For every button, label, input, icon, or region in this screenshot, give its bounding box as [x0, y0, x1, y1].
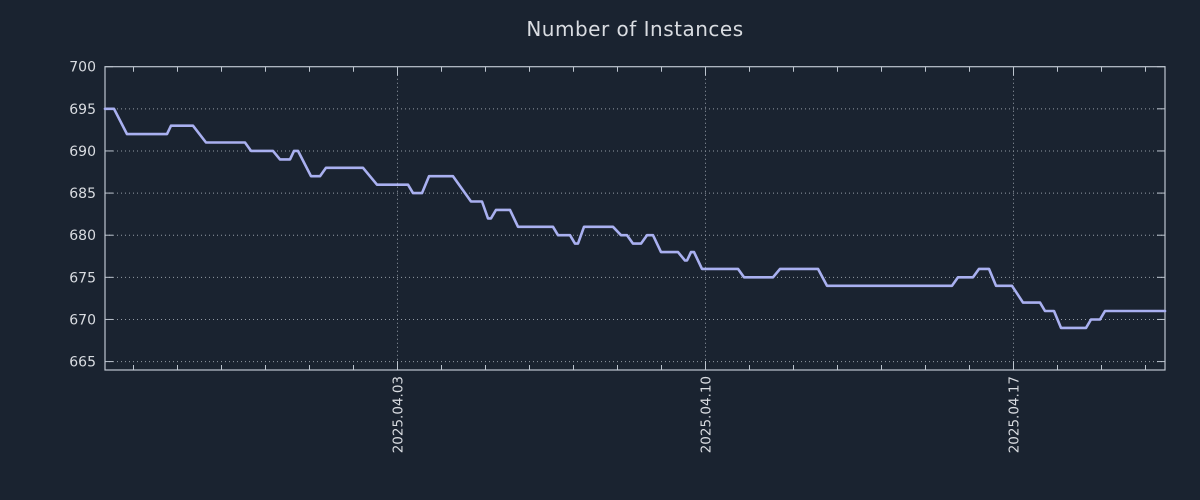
- chart-title: Number of Instances: [526, 17, 744, 41]
- axis-frame: [104, 66, 1166, 371]
- x-tick-label: 2025.04.17: [1007, 376, 1023, 453]
- y-tick-label: 700: [69, 60, 96, 76]
- y-tick-label: 665: [69, 355, 96, 371]
- y-tick-label: 695: [69, 102, 96, 118]
- y-tick-label: 685: [69, 186, 96, 202]
- y-tick-label: 690: [69, 144, 96, 160]
- x-tick-label: 2025.04.03: [391, 376, 407, 453]
- y-tick-label: 670: [69, 312, 96, 328]
- y-tick-label: 680: [69, 228, 96, 244]
- y-tick-label: 675: [69, 270, 96, 286]
- x-tick-label: 2025.04.10: [699, 376, 715, 453]
- series-line-instances: [103, 107, 1167, 330]
